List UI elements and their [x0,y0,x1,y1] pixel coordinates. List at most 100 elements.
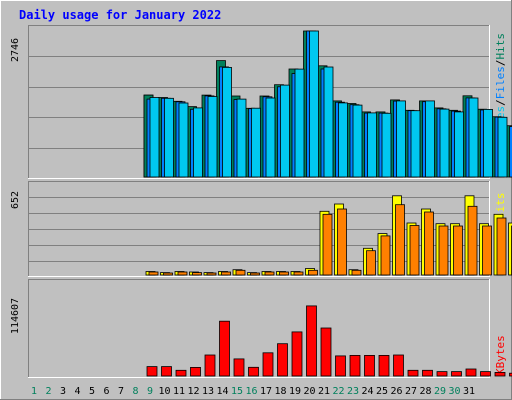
bar-pages-day-8 [193,107,203,178]
bar-kbytes-day-20 [364,354,375,377]
bar-kbytes-day-14 [277,343,288,377]
y-max-label: 652 [10,191,21,209]
bar-sites-day-18 [337,208,347,276]
bar-sites-day-14 [279,271,289,276]
bar-pages-day-19 [352,104,363,178]
series-pages [149,30,508,178]
x-tick-label-day-2: 2 [45,386,51,397]
bar-kbytes-day-29 [494,371,506,377]
bar-pages-day-20 [367,112,377,178]
bar-kbytes-day-28 [480,371,491,377]
x-tick-label-day-18: 18 [274,386,286,397]
x-tick-label-day-21: 21 [318,386,330,397]
x-tick-label-day-17: 17 [260,386,272,397]
bar-sites-day-17 [322,213,333,276]
bar-sites-day-29 [496,217,507,276]
x-tick-label-day-15: 15 [231,386,243,397]
legend-kbytes: KBytes [494,335,507,375]
bar-sites-day-8 [192,272,202,276]
bar-pages-day-15 [294,68,305,178]
series-legend: Pages/Files/Hits [494,33,507,139]
bar-kbytes-day-15 [291,331,303,377]
bar-kbytes-day-8 [190,366,201,377]
bar-sites-day-16 [308,269,318,276]
bar-sites-day-27 [467,205,478,276]
bar-pages-day-23 [410,110,421,178]
bar-kbytes-day-17 [320,327,332,377]
bar-sites-day-28 [482,225,492,276]
plot-area [28,279,490,378]
panel-3 [28,279,490,378]
bar-sites-day-11 [235,269,246,276]
bar-pages-day-12 [251,107,261,178]
bar-kbytes-day-24 [422,369,433,377]
x-tick-label-day-14: 14 [216,386,228,397]
bar-sites-day-23 [409,225,420,276]
bar-sites-day-26 [453,225,463,276]
bar-sites-day-6 [163,272,173,276]
bar-kbytes-day-22 [393,354,404,377]
x-tick-label-day-16: 16 [245,386,257,397]
bar-pages-day-29 [497,116,508,178]
bar-files-day-30 [509,126,512,178]
x-tick-label-day-3: 3 [60,386,66,397]
bar-kbytes-day-27 [465,368,477,377]
bar-kbytes-day-7 [175,369,187,377]
bar-kbytes-day-10 [219,320,230,377]
bar-sites-day-22 [395,204,405,276]
y-max-label: 2746 [10,38,21,62]
bar-pages-day-17 [323,66,334,178]
x-tick-label-day-4: 4 [74,386,80,397]
series-kbytes [146,305,512,377]
bar-sites-day-24 [424,211,434,276]
bar-kbytes-day-30 [509,372,512,377]
bar-kbytes-day-6 [161,366,172,377]
x-tick-label-day-13: 13 [202,386,214,397]
bar-pages-day-28 [483,109,493,178]
legend-hits: Hits [494,33,507,60]
x-tick-label-day-22: 22 [332,386,344,397]
bar-kbytes-day-23 [407,369,419,377]
series-legend: KBytes [494,335,507,375]
x-tick-label-day-1: 1 [31,386,37,397]
bar-pages-day-5 [149,97,160,178]
x-tick-label-day-10: 10 [158,386,170,397]
bar-pages-day-16 [309,30,319,178]
bar-sites-day-19 [351,269,362,276]
bar-pages-day-10 [222,67,232,178]
bar-sites-day-10 [221,271,231,276]
bar-pages-day-24 [425,100,435,178]
bar-sites-day-9 [206,272,217,276]
bar-pages-day-9 [207,96,218,178]
bar-kbytes-day-5 [146,366,158,377]
x-tick-label-day-23: 23 [347,386,359,397]
bar-pages-day-25 [439,108,450,178]
x-tick-label-day-19: 19 [289,386,301,397]
bar-kbytes-day-13 [262,352,274,377]
x-tick-label-day-8: 8 [132,386,138,397]
x-tick-label-day-24: 24 [361,386,373,397]
bar-pages-day-7 [178,102,189,178]
x-tick-label-day-6: 6 [103,386,109,397]
x-tick-label-day-30: 30 [448,386,460,397]
bar-sites-day-12 [250,272,260,276]
x-tick-label-day-20: 20 [303,386,315,397]
series-sites [148,204,512,276]
bar-kbytes-day-19 [349,354,361,377]
bar-kbytes-day-11 [233,358,245,377]
x-tick-label-day-9: 9 [147,386,153,397]
bar-sites-day-21 [380,235,391,276]
panel-2 [28,181,490,277]
bar-pages-day-27 [468,97,479,178]
chart-title: Daily usage for January 2022 [19,8,221,22]
bar-kbytes-day-25 [436,371,448,377]
bar-pages-day-18 [338,102,348,178]
legend-files: Files [494,66,507,99]
x-tick-label-day-29: 29 [434,386,446,397]
bar-visits-day-30 [508,222,512,276]
bar-pages-day-26 [454,111,464,178]
x-tick-label-day-7: 7 [118,386,124,397]
bar-pages-day-11 [236,98,247,178]
